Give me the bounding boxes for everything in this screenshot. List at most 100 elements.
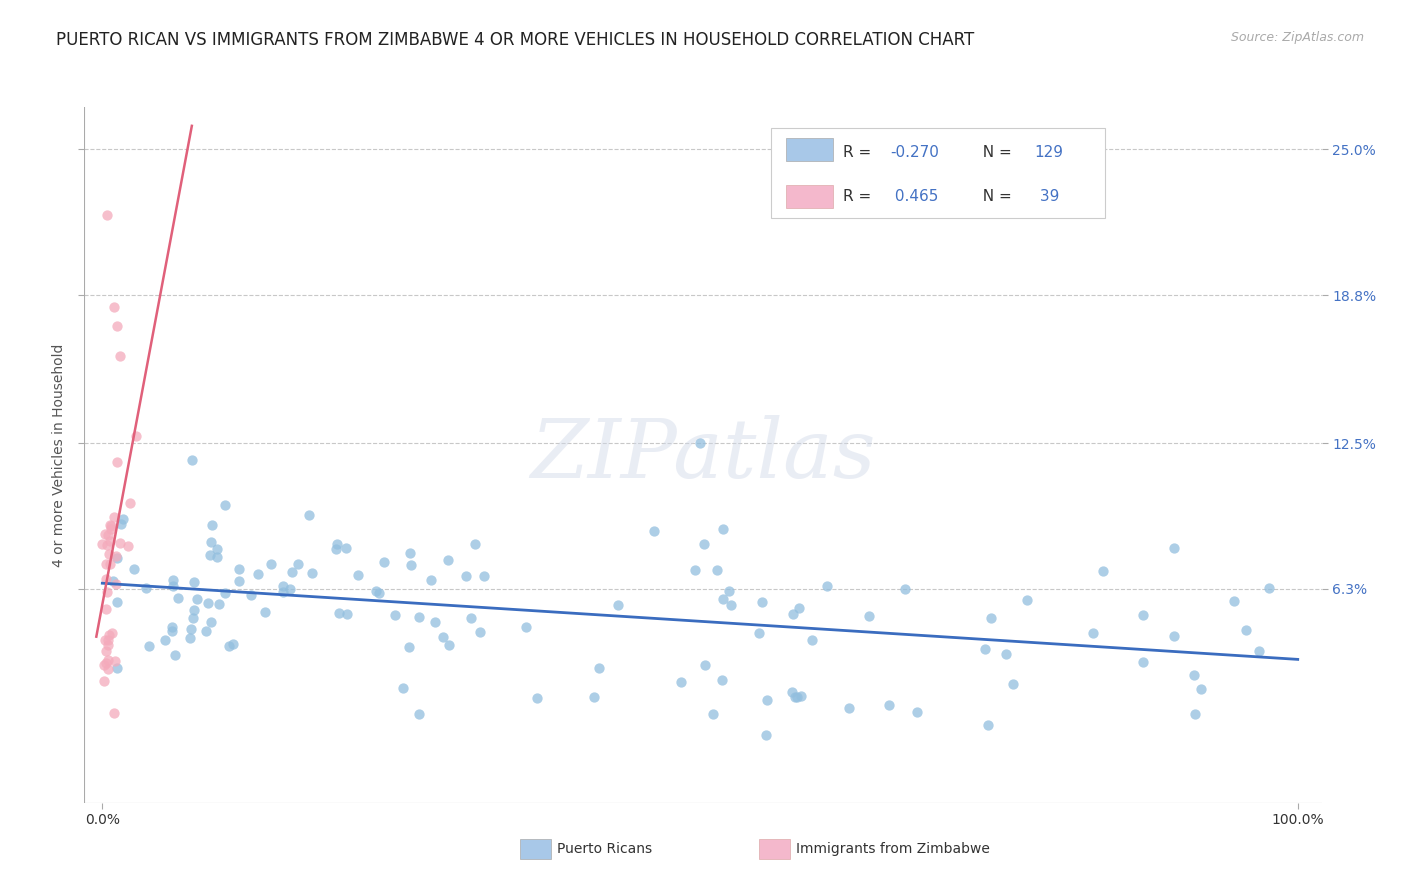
Point (980, 610, 1002, 624)
Point (995, 647, 1018, 661)
Point (183, 603, 205, 617)
Bar (786, 138, 832, 161)
Point (1222, 594, 1244, 608)
Point (105, 550, 128, 565)
Point (97, 527, 120, 541)
Point (583, 690, 606, 704)
Point (782, 607, 804, 622)
Point (470, 624, 492, 639)
Point (160, 620, 183, 634)
Point (472, 569, 495, 583)
Point (186, 592, 208, 607)
Point (103, 510, 125, 524)
Point (96, 208, 118, 222)
Point (105, 660, 128, 674)
Point (105, 595, 128, 609)
Point (110, 536, 132, 550)
Point (207, 542, 229, 557)
Point (695, 658, 717, 673)
Point (858, 608, 880, 623)
Point (783, 690, 806, 705)
Point (181, 610, 204, 624)
Bar (786, 185, 832, 208)
Point (94, 633, 117, 648)
Point (787, 601, 810, 615)
Point (207, 597, 229, 611)
Point (1091, 564, 1114, 578)
Point (392, 681, 415, 695)
Text: R =: R = (842, 188, 876, 203)
Point (122, 562, 145, 576)
Point (98, 627, 121, 641)
Point (162, 624, 184, 638)
Point (180, 622, 202, 636)
Point (1132, 608, 1154, 623)
Text: N =: N = (973, 145, 1017, 160)
Point (1002, 677, 1025, 691)
Point (253, 605, 276, 619)
Point (228, 574, 250, 589)
Point (97, 547, 120, 561)
Point (894, 582, 917, 596)
Point (702, 706, 724, 721)
Point (693, 537, 716, 551)
Point (432, 630, 454, 644)
Text: 0.465: 0.465 (890, 188, 938, 203)
Point (336, 607, 359, 621)
Point (877, 698, 900, 712)
Point (93, 657, 115, 672)
Point (197, 596, 219, 610)
Point (194, 624, 217, 638)
Point (711, 673, 734, 687)
Point (301, 566, 323, 581)
Point (748, 626, 770, 640)
Point (180, 453, 202, 467)
Text: R =: R = (842, 145, 876, 160)
Point (218, 639, 240, 653)
Point (96, 585, 118, 599)
Point (973, 641, 995, 656)
Text: 129: 129 (1035, 145, 1063, 160)
Point (607, 598, 630, 612)
Point (515, 620, 537, 634)
Point (588, 661, 610, 675)
Point (162, 579, 184, 593)
Point (103, 706, 125, 721)
Point (347, 568, 370, 582)
Point (717, 583, 740, 598)
Point (325, 541, 347, 556)
Point (94, 573, 117, 587)
Point (905, 705, 928, 719)
Point (780, 685, 803, 699)
Point (1132, 655, 1154, 669)
Point (643, 524, 665, 538)
Point (384, 607, 406, 622)
Point (1189, 681, 1212, 696)
Point (259, 557, 281, 571)
Point (280, 582, 302, 597)
Text: Puerto Ricans: Puerto Ricans (557, 842, 652, 856)
Point (183, 575, 205, 590)
Point (93, 673, 115, 688)
Point (526, 690, 548, 705)
Point (1247, 644, 1270, 658)
Point (326, 537, 349, 551)
Point (706, 563, 728, 577)
Point (110, 516, 132, 531)
Point (790, 689, 813, 703)
Point (801, 633, 824, 648)
Point (1234, 623, 1257, 637)
Point (711, 522, 734, 536)
Point (100, 519, 122, 533)
Point (214, 585, 236, 599)
Point (94, 656, 117, 670)
Point (222, 637, 245, 651)
Point (1163, 629, 1185, 643)
Point (366, 584, 388, 599)
Point (1182, 667, 1205, 681)
Point (107, 455, 129, 469)
Text: ZIPatlas: ZIPatlas (530, 415, 876, 495)
Point (97, 653, 120, 667)
Point (103, 574, 125, 588)
Text: -0.270: -0.270 (890, 145, 939, 160)
